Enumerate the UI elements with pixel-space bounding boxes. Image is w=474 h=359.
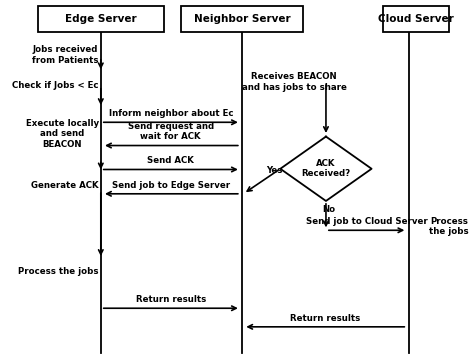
Text: Execute locally
and send
BEACON: Execute locally and send BEACON	[26, 119, 99, 149]
Text: Return results: Return results	[291, 313, 361, 322]
Bar	[181, 6, 303, 32]
Text: Send job to Edge Server: Send job to Edge Server	[112, 181, 230, 190]
Text: Receives BEACON
and has jobs to share: Receives BEACON and has jobs to share	[242, 72, 346, 92]
Bar	[383, 6, 448, 32]
Text: Yes: Yes	[266, 166, 282, 175]
Bar	[38, 6, 164, 32]
Text: Edge Server: Edge Server	[65, 14, 137, 24]
Text: Send request and
wait for ACK: Send request and wait for ACK	[128, 122, 214, 141]
Text: Send ACK: Send ACK	[147, 156, 194, 165]
Text: Neighbor Server: Neighbor Server	[194, 14, 291, 24]
Text: ACK
Received?: ACK Received?	[301, 159, 350, 178]
Text: Process the jobs: Process the jobs	[18, 267, 99, 276]
Text: Check if Jobs < Eᴄ: Check if Jobs < Eᴄ	[12, 81, 99, 90]
Text: Send job to Cloud Server: Send job to Cloud Server	[306, 217, 428, 226]
Text: Inform neighbor about Eᴄ: Inform neighbor about Eᴄ	[109, 109, 233, 118]
Text: Jobs received
from Patients: Jobs received from Patients	[32, 45, 99, 65]
Text: No: No	[322, 205, 336, 214]
Text: Cloud Server: Cloud Server	[378, 14, 454, 24]
Text: Process
the jobs: Process the jobs	[429, 217, 469, 237]
Text: Generate ACK: Generate ACK	[31, 181, 99, 190]
Text: Return results: Return results	[136, 295, 206, 304]
